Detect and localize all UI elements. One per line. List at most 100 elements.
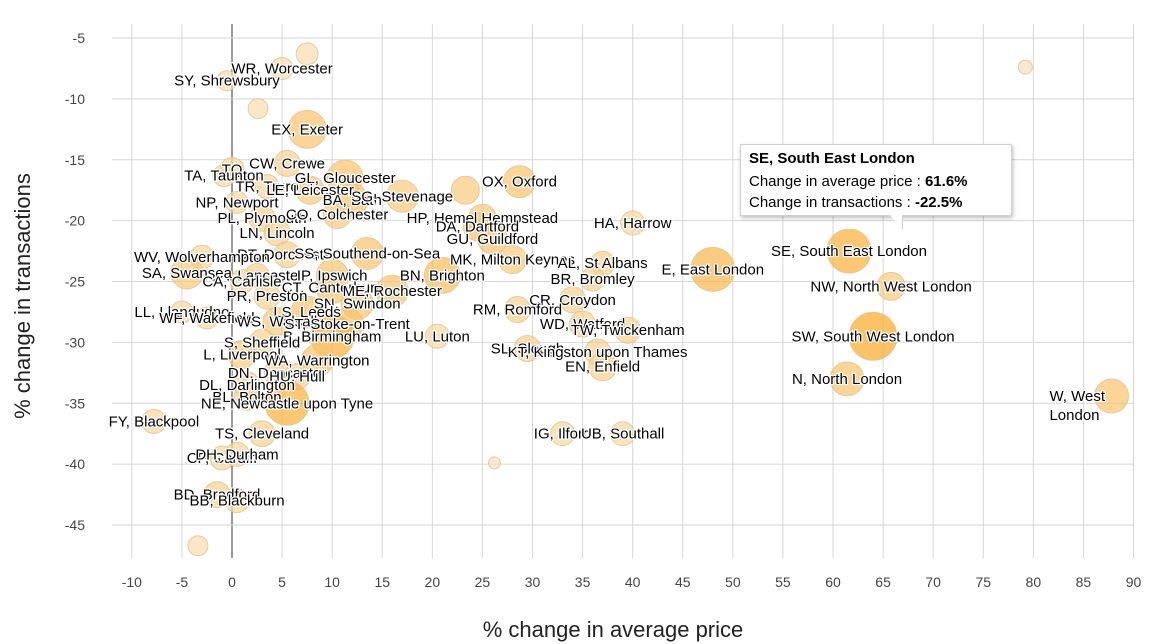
point-label: HP, Hemel Hempstead (407, 210, 558, 227)
bubble-point[interactable] (229, 269, 255, 294)
bubble-point[interactable] (1093, 378, 1129, 414)
bubble-point[interactable] (322, 200, 352, 230)
bubble-point[interactable] (550, 421, 576, 447)
bubble-point[interactable] (290, 295, 324, 329)
bubble-point[interactable] (826, 228, 872, 274)
point-label: EX, Exeter (271, 121, 343, 138)
x-tick-label: -5 (176, 574, 189, 590)
bubble-point[interactable] (212, 164, 236, 188)
point-label: LE, Leicester (266, 182, 354, 199)
bubble-point[interactable] (253, 282, 281, 310)
bubble-point[interactable] (580, 266, 606, 292)
bubble-point[interactable] (497, 245, 527, 275)
bubble-point[interactable] (569, 310, 597, 338)
bubble-point[interactable] (476, 223, 508, 255)
x-tick-label: 40 (625, 574, 641, 590)
bubble-point[interactable] (350, 236, 384, 270)
bubble-point[interactable] (224, 441, 250, 467)
point-label: HU, Hull (269, 368, 325, 385)
bubble-point[interactable] (247, 98, 269, 120)
point-label: EN, Enfield (565, 359, 640, 376)
bubble-point[interactable] (690, 246, 736, 292)
tooltip-title: SE, South East London (749, 150, 915, 167)
bubble-point[interactable] (300, 344, 334, 378)
bubble-point[interactable] (254, 174, 280, 200)
y-tick-label: -5 (73, 30, 86, 46)
x-tick-label: 25 (475, 574, 491, 590)
point-label: DH, Durham (195, 446, 278, 463)
bubble-point[interactable] (195, 306, 219, 330)
point-label: CF, Cardiff (187, 450, 258, 467)
bubble-point[interactable] (295, 42, 319, 66)
y-axis-title: % change in transactions (10, 173, 35, 419)
bubble-point[interactable] (513, 334, 541, 362)
point-label: FY, Blackpool (109, 414, 200, 431)
bubble-point[interactable] (487, 456, 501, 470)
bubble-point[interactable] (588, 352, 618, 382)
bubble-point[interactable] (848, 311, 898, 361)
bubble-point[interactable] (264, 380, 310, 426)
bubble-point[interactable] (559, 286, 587, 314)
bubble-point[interactable] (876, 271, 906, 301)
bubble-point[interactable] (423, 256, 461, 294)
point-label: ME, Rochester (343, 283, 442, 300)
bubble-point[interactable] (503, 296, 531, 324)
bubble-point[interactable] (187, 535, 209, 557)
point-label: WV, Wolverhampton (134, 249, 270, 266)
bubble-point[interactable] (233, 383, 261, 411)
bubble-point[interactable] (295, 175, 325, 205)
bubble-point[interactable] (273, 149, 301, 177)
bubble-point[interactable] (502, 165, 536, 199)
bubble-point[interactable] (424, 323, 450, 349)
point-label: DT, Dorchester (237, 247, 337, 264)
bubble-point[interactable] (610, 421, 636, 447)
bubble-point[interactable] (1017, 59, 1033, 75)
tooltip: SE, South East London Change in average … (740, 144, 1012, 216)
bubble-point[interactable] (170, 300, 194, 324)
point-label: PR, Preston (227, 288, 308, 305)
bubble-point[interactable] (287, 109, 327, 149)
bubble-point[interactable] (262, 307, 292, 337)
x-tick-label: 30 (525, 574, 541, 590)
bubble-point[interactable] (620, 210, 646, 236)
x-tick-label: 90 (1126, 574, 1142, 590)
point-label: KT, Kingston upon Thames (508, 344, 688, 361)
point-label: CT, Canterbury (282, 280, 383, 297)
point-label: S, Sheffield (224, 334, 300, 351)
point-label: SN, Swindon (314, 295, 401, 312)
point-label: BA, Bath (323, 192, 382, 209)
bubble-point[interactable] (225, 190, 249, 214)
point-label: SW, South West London (791, 328, 954, 345)
bubble-point[interactable] (270, 56, 294, 80)
y-tick-label: -25 (65, 274, 85, 290)
bubble-point[interactable] (141, 409, 167, 435)
x-tick-label: 55 (775, 574, 791, 590)
bubble-point[interactable] (224, 488, 250, 514)
bubble-point[interactable] (216, 70, 238, 92)
bubble-point[interactable] (385, 179, 419, 213)
point-label: GL, Gloucester (295, 170, 396, 187)
bubble-point[interactable] (273, 241, 301, 269)
point-label: MK, Milton Keynes (450, 252, 575, 269)
bubble-point[interactable] (375, 274, 409, 308)
point-label: TS, Cleveland (215, 426, 309, 443)
point-label: LU, Luton (405, 328, 470, 345)
x-tick-label: 50 (725, 574, 741, 590)
x-tick-label: 10 (324, 574, 340, 590)
point-label: TQ (222, 161, 243, 178)
point-label: SS, Southend-on-Sea (294, 245, 441, 262)
point-label: N, North London (792, 371, 902, 388)
bubble-point[interactable] (829, 361, 865, 397)
point-label: SG, Stevenage (351, 188, 453, 205)
bubble-point[interactable] (450, 175, 480, 205)
point-label: CA, Carlisle (202, 274, 281, 291)
point-label: PL, Plymouth (217, 210, 306, 227)
bubble-point[interactable] (315, 271, 349, 305)
bubble-point[interactable] (170, 256, 204, 290)
bubble-point[interactable] (248, 420, 276, 448)
point-label: W, West London (1049, 388, 1105, 424)
x-tick-label: 15 (374, 574, 390, 590)
bubble-point[interactable] (227, 340, 257, 370)
bubble-point[interactable] (614, 316, 642, 344)
